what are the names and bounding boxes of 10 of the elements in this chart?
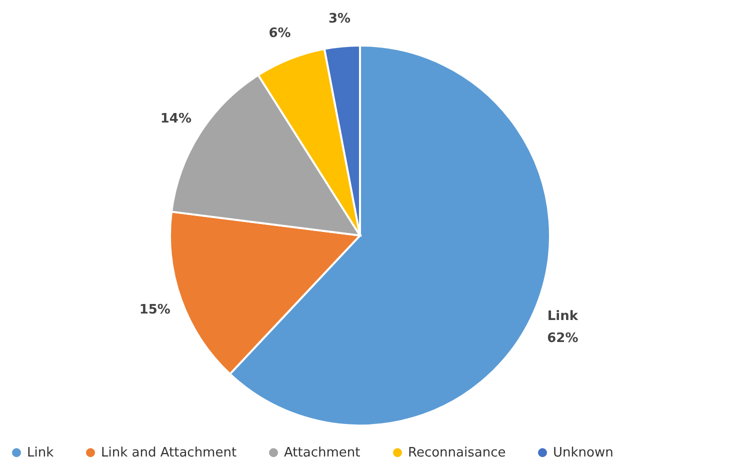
data-label: 15% <box>139 302 170 318</box>
data-label: 6% <box>268 26 291 41</box>
data-label: Link 62% <box>547 308 578 346</box>
data-label: 14% <box>160 112 192 127</box>
data-label: 3% <box>328 11 351 26</box>
legend-label: Reconnaisance <box>408 446 506 459</box>
legend-label: Unknown <box>553 446 614 459</box>
legend-label: Link and Attachment <box>101 446 237 459</box>
legend-label: Link <box>27 446 54 459</box>
legend-label: Attachment <box>284 446 360 459</box>
